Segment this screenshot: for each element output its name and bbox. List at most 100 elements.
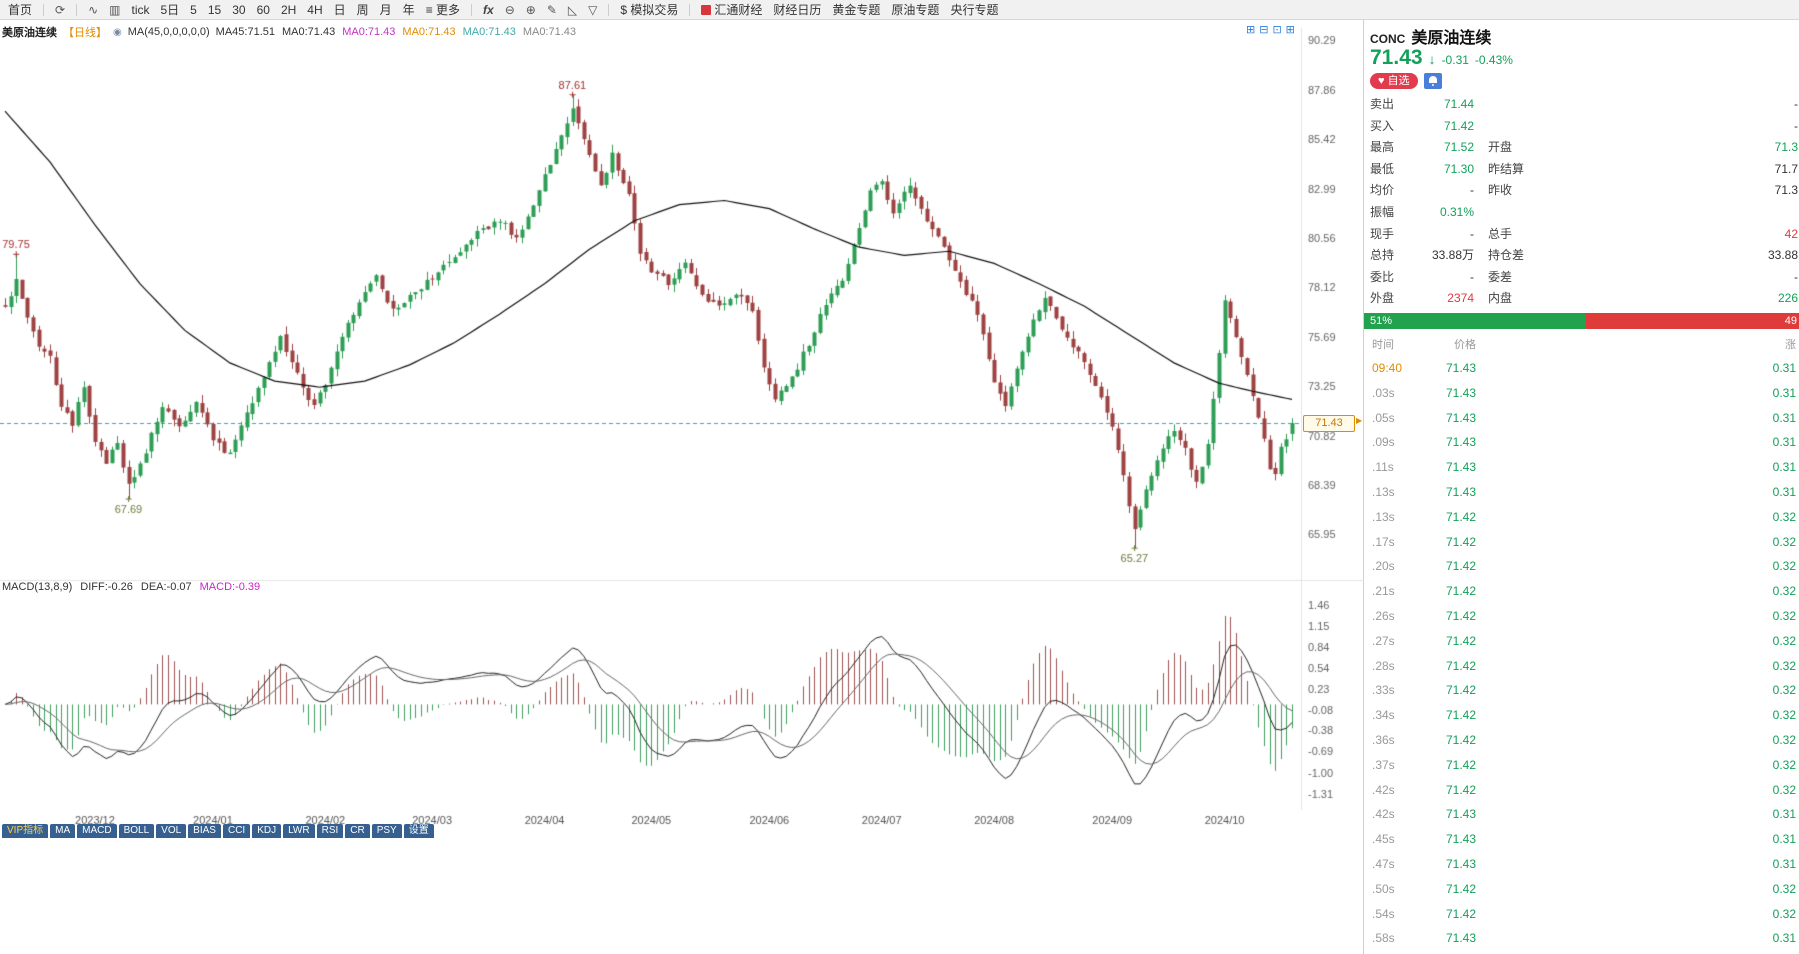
tick-row[interactable]: .37s 71.42 0.32 xyxy=(1372,757,1796,772)
layout-toggle-icon[interactable]: ⊞ xyxy=(1246,24,1256,36)
quote-field-row: 最高 71.52 开盘 71.3 xyxy=(1370,140,1798,155)
ma-value-label: MA0:71.43 xyxy=(402,26,456,38)
quote-field-row: 卖出 71.44- xyxy=(1370,97,1798,111)
chart-layout-icons: ⊞ ⊟ ⊡ ⊞ xyxy=(1246,23,1295,36)
tick-row[interactable]: .42s 71.42 0.32 xyxy=(1372,782,1796,797)
quote-field-row: 总持 33.88万 持仓差 33.88 xyxy=(1370,248,1798,263)
indicator-tab-kdj[interactable]: KDJ xyxy=(252,824,282,838)
interval-4h[interactable]: 4H xyxy=(307,2,323,17)
indicator-tab-psy[interactable]: PSY xyxy=(371,824,402,838)
indicator-tab-bias[interactable]: BIAS xyxy=(188,824,221,838)
more-menu[interactable]: ≡ 更多 xyxy=(425,3,461,17)
indicator-tab-设置[interactable]: 设置 xyxy=(403,824,434,838)
indicator-tab-vip[interactable]: VIP指标 xyxy=(2,824,49,838)
interval-day[interactable]: 日 xyxy=(333,3,346,17)
tick-row[interactable]: .50s 71.42 0.32 xyxy=(1372,881,1796,896)
price-change: -0.31 xyxy=(1441,53,1469,67)
oil-topic-link[interactable]: 原油专题 xyxy=(891,3,940,17)
indicator-tab-ma[interactable]: MA xyxy=(50,824,76,838)
quote-field-row: 买入 71.42- xyxy=(1370,118,1798,133)
tick-row[interactable]: .36s 71.42 0.32 xyxy=(1372,732,1796,747)
tick-col-header: 涨 xyxy=(1785,339,1796,351)
price-chart-canvas[interactable] xyxy=(0,20,1364,832)
indicator-tab-boll[interactable]: BOLL xyxy=(118,824,155,838)
interval-5d[interactable]: 5日 xyxy=(160,3,180,17)
interval-2h[interactable]: 2H xyxy=(280,2,297,17)
layout-toggle-icon[interactable]: ⊡ xyxy=(1272,24,1282,36)
tick-row[interactable]: .17s 71.42 0.32 xyxy=(1372,534,1796,549)
indicator-tab-cr[interactable]: CR xyxy=(345,824,370,838)
tick-row[interactable]: .58s 71.43 0.31 xyxy=(1372,931,1796,946)
tick-row[interactable]: .03s 71.43 0.31 xyxy=(1372,385,1796,400)
indicator-fx-icon[interactable]: fx xyxy=(483,2,494,17)
nav-home[interactable]: 首页 xyxy=(8,3,33,17)
ma-value-label: MA45:71.51 xyxy=(215,26,275,38)
centralbank-topic-link[interactable]: 央行专题 xyxy=(950,3,999,17)
indicator-tab-cci[interactable]: CCI xyxy=(222,824,251,838)
bell-icon xyxy=(1428,76,1437,86)
indicator-tab-macd[interactable]: MACD xyxy=(77,824,117,838)
ma-settings-label: MA(45,0,0,0,0,0) xyxy=(127,26,210,38)
quote-field-row: 均价 - 昨收 71.3 xyxy=(1370,183,1798,198)
toolbar-separator xyxy=(43,3,45,16)
macd-dea-value: DEA:-0.07 xyxy=(140,581,192,593)
interval-15m[interactable]: 15 xyxy=(207,2,222,17)
indicator-tab-lwr[interactable]: LWR xyxy=(283,824,315,838)
indicator-settings-icon[interactable]: ◉ xyxy=(113,26,122,38)
interval-60m[interactable]: 60 xyxy=(256,2,270,17)
sim-trading-link[interactable]: $ 模拟交易 xyxy=(620,3,679,17)
fx678-link[interactable]: 汇通财经 xyxy=(701,1,762,18)
interval-30m[interactable]: 30 xyxy=(232,2,246,17)
price-badge-arrow-icon: ▶ xyxy=(1356,416,1363,425)
tick-row[interactable]: .26s 71.42 0.32 xyxy=(1372,608,1796,623)
quote-field-row: 振幅 0.31% xyxy=(1370,204,1474,219)
quote-actions: ♥ 自选 xyxy=(1370,73,1442,89)
gold-topic-link[interactable]: 黄金专题 xyxy=(832,3,881,17)
interval-month[interactable]: 月 xyxy=(379,3,392,17)
draw-tool-icon[interactable]: ✎ xyxy=(546,2,557,17)
tick-table-header: 时间 价格 涨 xyxy=(1364,336,1799,354)
buy-ratio: 51% xyxy=(1364,313,1586,329)
tick-row[interactable]: .33s 71.42 0.32 xyxy=(1372,683,1796,698)
tick-table[interactable]: 09:40 71.43 0.31 .03s 71.43 0.31 .05s 71.43 0.31… xyxy=(1364,356,1799,951)
tick-row[interactable]: .11s 71.43 0.31 xyxy=(1372,460,1796,475)
tick-row[interactable]: .47s 71.43 0.31 xyxy=(1372,856,1796,871)
zoom-out-icon[interactable]: ⊖ xyxy=(504,2,515,17)
zoom-in-icon[interactable]: ⊕ xyxy=(525,2,536,17)
shape-tool-up-icon[interactable]: ◺ xyxy=(567,2,578,17)
interval-year[interactable]: 年 xyxy=(402,3,415,17)
tick-row[interactable]: .27s 71.42 0.32 xyxy=(1372,633,1796,648)
calendar-link[interactable]: 财经日历 xyxy=(773,3,822,17)
interval-5m[interactable]: 5 xyxy=(190,2,197,17)
tick-row[interactable]: .42s 71.43 0.31 xyxy=(1372,807,1796,822)
indicator-tab-vol[interactable]: VOL xyxy=(156,824,187,838)
interval-week[interactable]: 周 xyxy=(356,3,369,17)
tick-row[interactable]: .20s 71.42 0.32 xyxy=(1372,559,1796,574)
tick-row[interactable]: .09s 71.43 0.31 xyxy=(1372,435,1796,450)
alert-bell-button[interactable] xyxy=(1423,73,1442,89)
add-watchlist-button[interactable]: ♥ 自选 xyxy=(1370,73,1418,89)
toolbar-separator xyxy=(689,3,691,16)
layout-toggle-icon[interactable]: ⊟ xyxy=(1259,24,1269,36)
indicator-tab-rsi[interactable]: RSI xyxy=(316,824,344,838)
refresh-icon[interactable]: ⟳ xyxy=(55,2,66,17)
tick-row[interactable]: .05s 71.43 0.31 xyxy=(1372,410,1796,425)
tick-row[interactable]: .54s 71.42 0.32 xyxy=(1372,906,1796,921)
tick-row[interactable]: .45s 71.43 0.31 xyxy=(1372,832,1796,847)
symbol-name: 美原油连续 xyxy=(2,27,57,39)
shape-tool-down-icon[interactable]: ▽ xyxy=(588,2,598,17)
chart-legend: 美原油连续 【日线】 ◉ MA(45,0,0,0,0,0) MA45:71.51 M… xyxy=(2,24,583,40)
tick-row[interactable]: .28s 71.42 0.32 xyxy=(1372,658,1796,673)
tick-row[interactable]: .21s 71.42 0.32 xyxy=(1372,584,1796,599)
tick-row[interactable]: .13s 71.42 0.32 xyxy=(1372,509,1796,524)
interval-tick[interactable]: tick xyxy=(131,2,150,17)
tick-row[interactable]: 09:40 71.43 0.31 xyxy=(1372,361,1796,375)
tick-row[interactable]: .13s 71.43 0.31 xyxy=(1372,484,1796,499)
tick-row[interactable]: .34s 71.42 0.32 xyxy=(1372,708,1796,723)
symbol-code: CONC xyxy=(1370,32,1406,46)
layout-toggle-icon[interactable]: ⊞ xyxy=(1285,24,1295,36)
period-label: 【日线】 xyxy=(63,27,107,39)
price-direction-icon: ↓ xyxy=(1428,51,1436,67)
candlestick-chart-icon[interactable]: ▥ xyxy=(109,2,121,17)
line-chart-icon[interactable]: ∿ xyxy=(88,2,99,17)
